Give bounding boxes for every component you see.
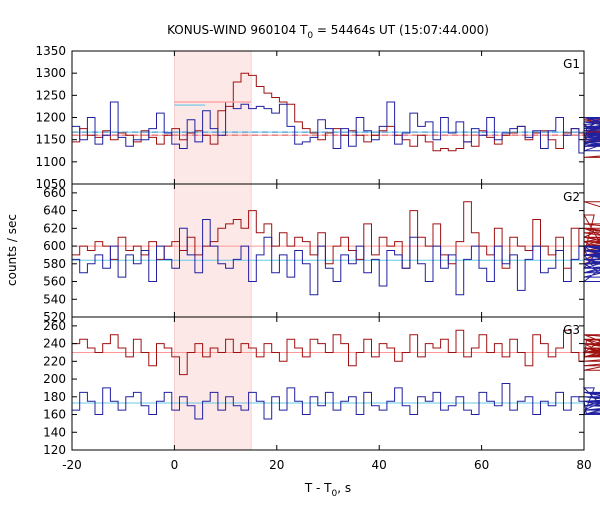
y-tick-label: 1350 (35, 44, 66, 58)
series-blue-step-line (72, 101, 600, 154)
y-tick-label: 220 (43, 354, 66, 368)
xlabel-prefix: T - T (304, 481, 332, 495)
y-tick-label: 180 (43, 390, 66, 404)
y-tick-label: 140 (43, 425, 66, 439)
xlabel-suffix: , s (337, 481, 351, 495)
y-tick-label: 580 (43, 257, 66, 271)
y-tick-label: 600 (43, 239, 66, 253)
panel-g3: 120 140 160 180 200 220 240 260 G3 (43, 316, 600, 457)
title-suffix: = 54464s UT (15:07:44.000) (313, 23, 489, 37)
y-tick-label: 1150 (35, 133, 66, 147)
y-tick-label: 260 (43, 319, 66, 333)
y-tick-label: 1200 (35, 111, 66, 125)
panel-label: G2 (563, 190, 580, 204)
series-red-step-line (72, 201, 600, 269)
panel-frame (71, 316, 585, 451)
y-tick-label: 240 (43, 337, 66, 351)
x-tick-label: 0 (171, 458, 179, 472)
x-tick-label: -20 (62, 458, 82, 472)
y-tick-label: 1050 (35, 177, 66, 191)
y-tick-label: 120 (43, 443, 66, 457)
series-blue-step-line (72, 219, 600, 296)
x-axis-label: T - T0, s (304, 481, 351, 499)
panel-label: G1 (563, 57, 580, 71)
y-axis-label: counts / sec (5, 214, 19, 286)
series-red-step-line (72, 72, 600, 158)
y-tick-label: 1100 (35, 155, 66, 169)
y-tick-label: 660 (43, 186, 66, 200)
y-tick-label: 1300 (35, 66, 66, 80)
xlabel-subscript: 0 (332, 489, 338, 499)
title-prefix: KONUS-WIND 960104 T (167, 23, 308, 37)
x-tick-label: 60 (474, 458, 489, 472)
chart-title: KONUS-WIND 960104 T0 = 54464s UT (15:07:… (167, 23, 489, 41)
y-tick-label: 640 (43, 204, 66, 218)
x-tick-label: 20 (269, 458, 284, 472)
plot-layer: 1050110011501200125013001350G15205405605… (35, 44, 600, 472)
y-tick-label: 1250 (35, 88, 66, 102)
y-tick-label: 520 (43, 310, 66, 324)
y-tick-label: 200 (43, 372, 66, 386)
title-subscript: 0 (307, 31, 313, 41)
panel-label: G3 (563, 323, 580, 337)
x-tick-label: 80 (576, 458, 591, 472)
y-tick-label: 560 (43, 275, 66, 289)
x-tick-label: 40 (372, 458, 387, 472)
panel-g1: 1050 1100 1150 1200 1250 1300 1350 G1 (35, 44, 600, 191)
y-tick-label: 540 (43, 292, 66, 306)
panel-frame (71, 50, 585, 185)
series-blue-step-line (72, 383, 600, 420)
panel-g2: 520 540 560 580 600 620 640 660 G2 (43, 183, 600, 324)
series-red-step-line (72, 329, 600, 376)
y-tick-label: 160 (43, 408, 66, 422)
y-tick-label: 620 (43, 221, 66, 235)
